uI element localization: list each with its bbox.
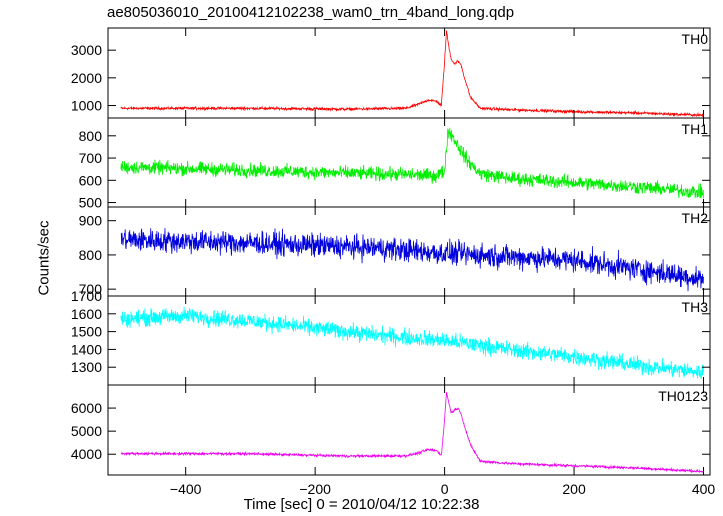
- x-tick-label-400: 400: [692, 481, 716, 497]
- series-line-th3: [120, 306, 704, 379]
- series-line-th0: [120, 30, 704, 118]
- y-tick-label-th2-900: 900: [79, 213, 103, 229]
- y-tick-label-th0-2000: 2000: [71, 70, 102, 86]
- y-tick-label-th3-1600: 1600: [71, 306, 102, 322]
- y-tick-label-th0-3000: 3000: [71, 42, 102, 58]
- y-tick-label-th0123-5000: 5000: [71, 423, 102, 439]
- y-axis-label: Counts/sec: [35, 220, 53, 296]
- y-tick-label-th1-700: 700: [79, 150, 103, 166]
- panel-label-th0: TH0: [682, 31, 709, 47]
- panel-frame-th0123: [107, 384, 711, 476]
- series-line-th2: [120, 228, 704, 292]
- chart-title: ae805036010_20100412102238_wam0_trn_4ban…: [107, 4, 515, 21]
- y-tick-label-th3-1700: 1700: [71, 288, 102, 304]
- y-tick-label-th3-1400: 1400: [71, 341, 102, 357]
- y-tick-label-th2-700: 700: [79, 281, 103, 297]
- series-line-th0123: [120, 392, 704, 474]
- x-tick-label--400: −400: [170, 481, 202, 497]
- y-tick-label-th2-800: 800: [79, 247, 103, 263]
- y-tick-label-th1-800: 800: [79, 128, 103, 144]
- panel-label-th1: TH1: [682, 121, 709, 137]
- y-tick-label-th1-600: 600: [79, 172, 103, 188]
- y-tick-label-th3-1500: 1500: [71, 324, 102, 340]
- y-tick-label-th1-500: 500: [79, 195, 103, 211]
- panel-label-th2: TH2: [682, 210, 709, 226]
- panel-frame-th0: [107, 27, 711, 119]
- x-axis-label: Time [sec] 0 = 2010/04/12 10:22:38: [243, 496, 480, 513]
- y-tick-label-th0123-6000: 6000: [71, 400, 102, 416]
- y-tick-label-th3-1300: 1300: [71, 359, 102, 375]
- x-tick-label-200: 200: [562, 481, 586, 497]
- series-line-th1: [120, 127, 704, 199]
- x-tick-label-0: 0: [441, 481, 449, 497]
- panel-label-th3: TH3: [682, 299, 709, 315]
- panel-frame-th1: [107, 117, 711, 208]
- x-tick-label--200: −200: [299, 481, 331, 497]
- y-tick-label-th0-1000: 1000: [71, 98, 102, 114]
- panel-label-th0123: TH0123: [658, 388, 708, 404]
- y-tick-label-th0123-4000: 4000: [71, 446, 102, 462]
